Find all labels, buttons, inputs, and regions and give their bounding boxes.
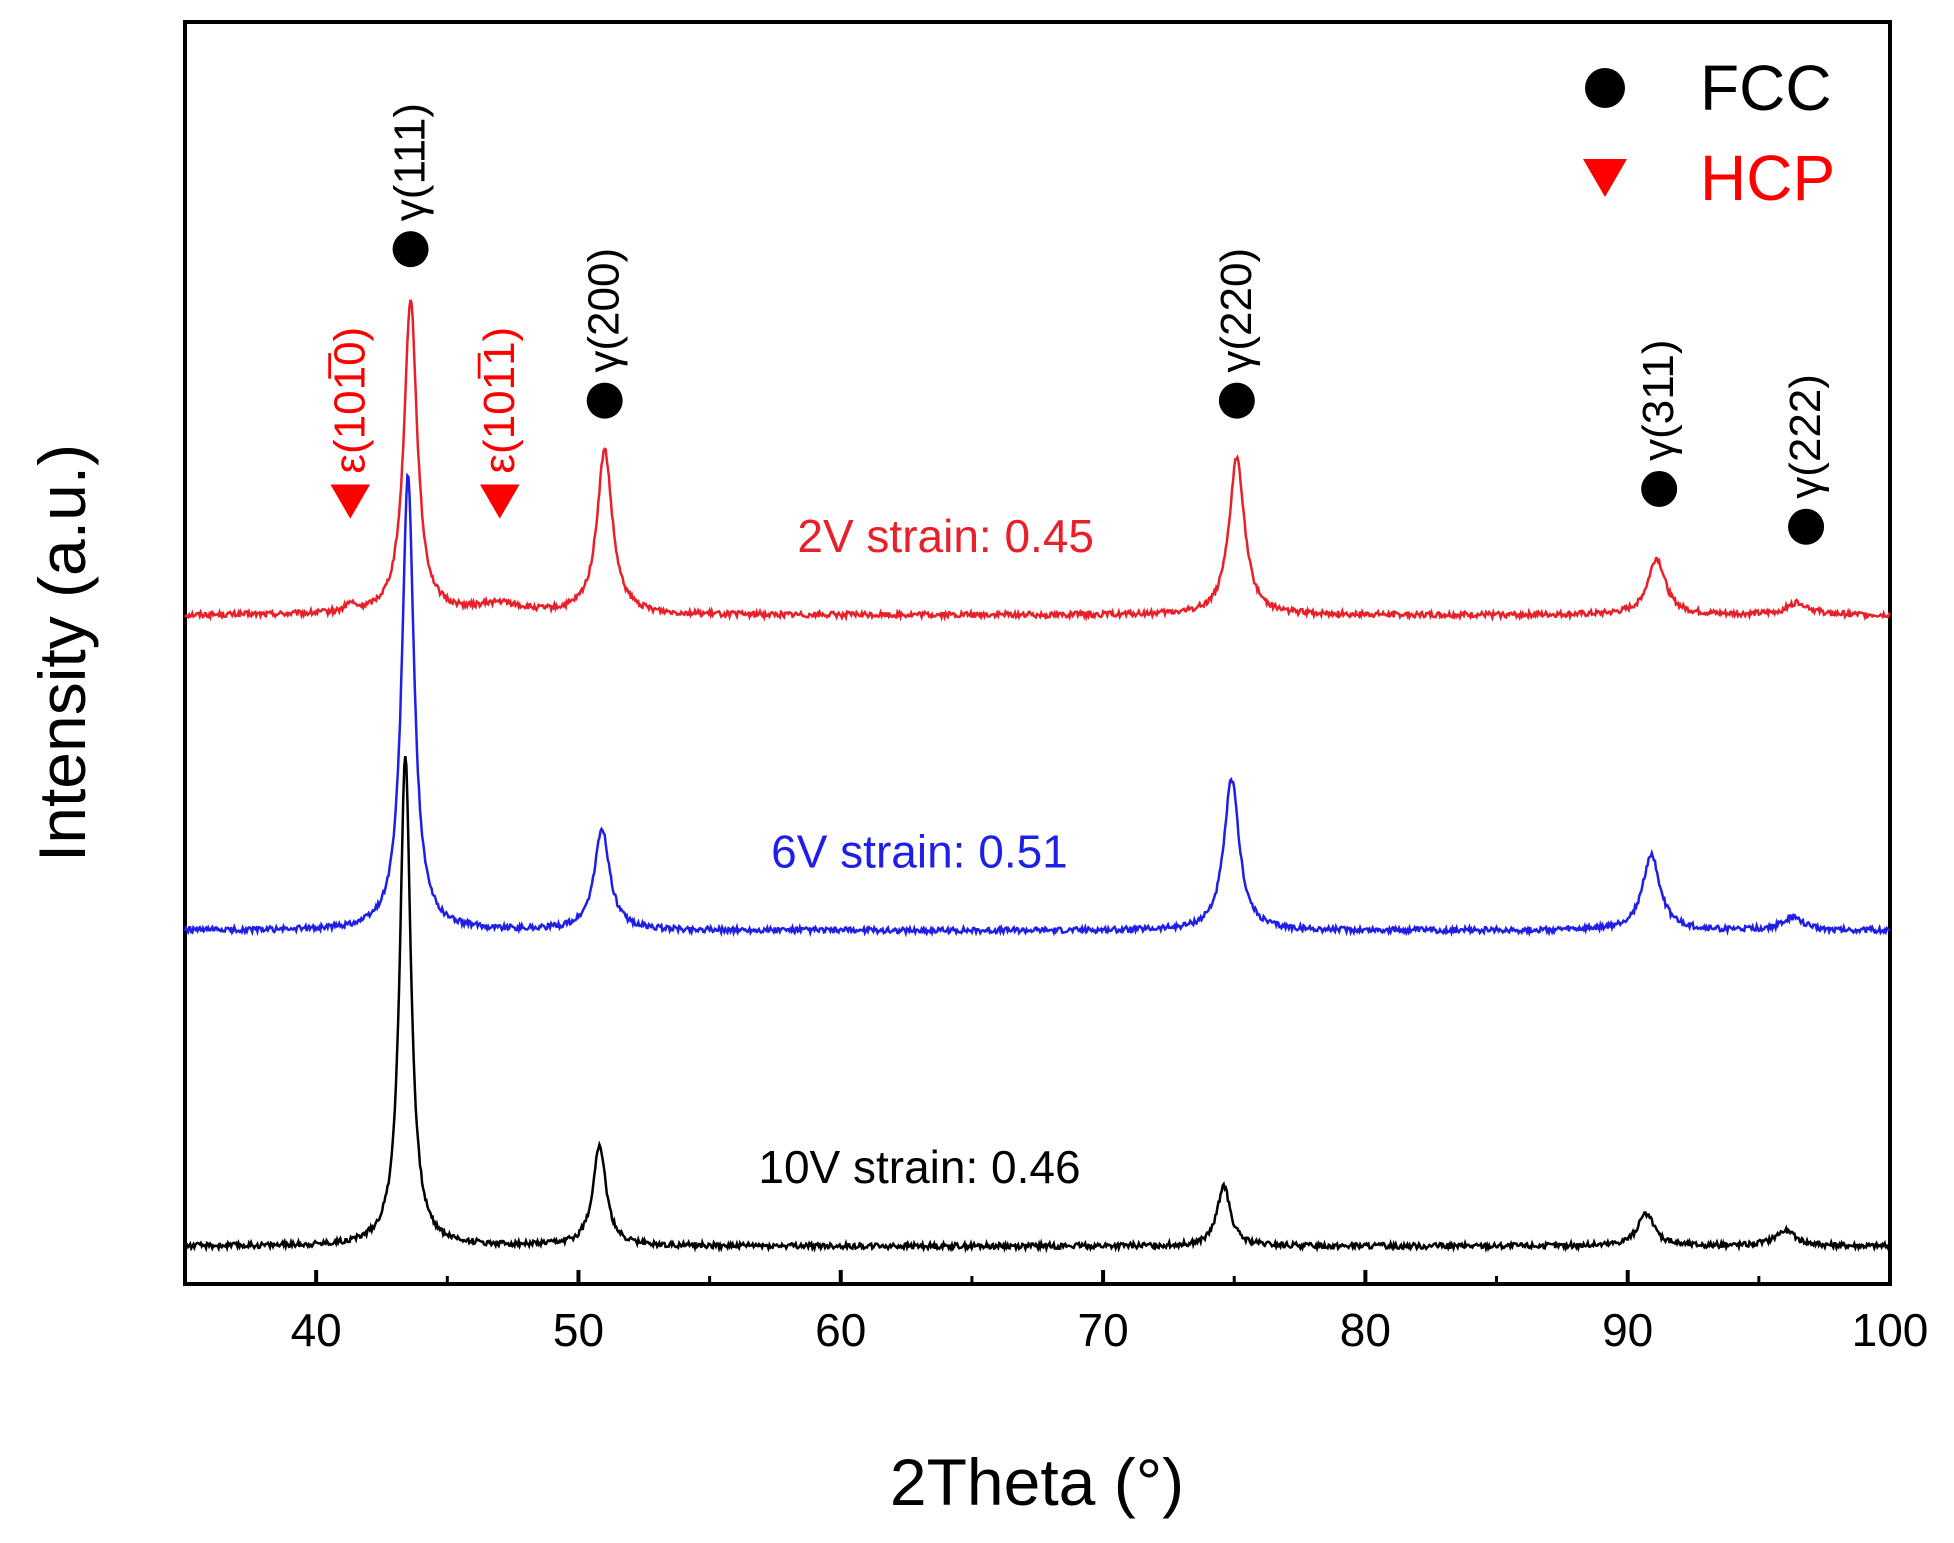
peak-label-4: γ(200) (580, 248, 629, 373)
peak-label-7: γ(222) (1781, 374, 1830, 499)
legend-label-fcc: FCC (1700, 52, 1832, 124)
legend-label-hcp: HCP (1700, 142, 1835, 214)
legend-marker-hcp (1583, 159, 1627, 197)
hcp-peak-marker-2 (330, 484, 371, 519)
x-tick-label-80: 80 (1340, 1304, 1391, 1356)
fcc-peak-marker-7 (1788, 508, 1825, 545)
peak-label-1: γ(111) (386, 103, 435, 221)
legend-marker-fcc (1585, 68, 1625, 108)
series-label-1: 2V strain: 0.45 (797, 510, 1094, 562)
peak-label-6: γ(311) (1634, 339, 1683, 460)
x-tick-label-100: 100 (1852, 1304, 1929, 1356)
series-label-2: 6V strain: 0.51 (771, 826, 1068, 878)
y-axis-title: Intensity (a.u.) (25, 444, 99, 862)
series-label-3: 10V strain: 0.46 (758, 1141, 1080, 1193)
plot-frame (183, 20, 1892, 1286)
fcc-peak-marker-5 (1218, 382, 1255, 419)
x-tick-label-50: 50 (553, 1304, 604, 1356)
peak-label-3: ε(101̅1) (475, 327, 524, 474)
series-line-3 (183, 755, 1892, 1254)
fcc-peak-marker-4 (586, 382, 623, 419)
series-line-2 (183, 472, 1891, 938)
annotation-layer: γ(111) ε(101̅0) ε(101̅1) γ(200) γ(220) γ(311)… (325, 103, 1830, 545)
x-tick-label-70: 70 (1077, 1304, 1128, 1356)
series-line-1 (184, 299, 1892, 623)
fcc-peak-marker-6 (1641, 470, 1678, 507)
series-layer: 2V strain: 0.45 6V strain: 0.51 10V strain… (183, 299, 1892, 1254)
x-axis-title: 2Theta (°) (890, 1445, 1184, 1519)
peak-label-5: γ(220) (1212, 248, 1261, 373)
x-tick-label-40: 40 (291, 1304, 342, 1356)
x-tick-label-90: 90 (1602, 1304, 1653, 1356)
x-axis: 40 50 60 70 80 90 100 (183, 1270, 1929, 1356)
peak-label-2: ε(101̅0) (325, 327, 374, 474)
legend: FCC HCP (1583, 52, 1835, 214)
x-tick-label-60: 60 (815, 1304, 866, 1356)
fcc-peak-marker-1 (392, 231, 429, 268)
hcp-peak-marker-3 (479, 484, 520, 519)
